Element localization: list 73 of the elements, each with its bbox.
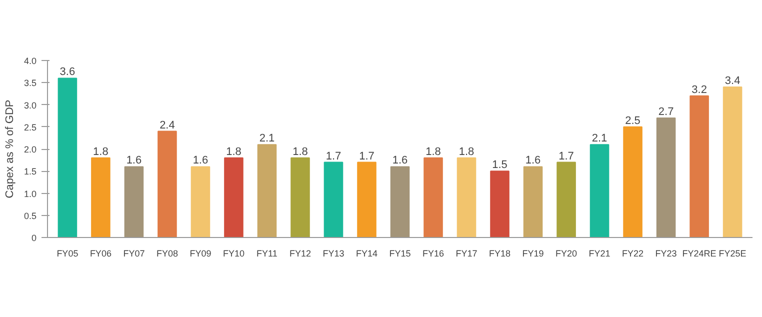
bar: [158, 130, 177, 238]
data-label: 2.1: [592, 132, 608, 145]
data-label: 1.7: [326, 150, 342, 162]
data-label: 2.1: [259, 132, 275, 145]
x-tick-label: FY16: [422, 248, 444, 258]
y-tick-label: 2.5: [24, 122, 37, 132]
data-label: 1.8: [292, 146, 308, 158]
y-tick-label: 3.0: [24, 100, 37, 110]
data-label: 2.7: [658, 106, 674, 118]
y-tick-label: 0: [31, 233, 37, 243]
bar: [523, 166, 543, 238]
data-label: 1.5: [492, 159, 508, 172]
x-tick-label: FY24RE: [682, 248, 716, 258]
x-tick-label: FY25E: [718, 248, 746, 258]
y-tick-label: 4.0: [24, 56, 37, 66]
data-label: 1.8: [458, 146, 474, 158]
y-axis-title: Capex as % of GDP: [4, 100, 16, 198]
x-tick-label: FY10: [222, 248, 244, 258]
bar: [190, 166, 210, 238]
x-tick-label: FY15: [389, 248, 411, 258]
bar: [656, 118, 676, 238]
bar: [590, 144, 610, 238]
x-tick-label: FY07: [123, 248, 145, 258]
y-tick-label: 1.5: [24, 166, 37, 177]
data-label: 3.6: [60, 66, 76, 78]
bar: [224, 157, 244, 238]
x-tick-label: FY22: [622, 248, 644, 258]
bar: [390, 166, 410, 238]
x-tick-label: FY19: [522, 248, 544, 258]
y-tick-label: 3.5: [24, 78, 37, 88]
y-tick-label: 1.0: [24, 188, 37, 199]
y-tick-label: 0.5: [24, 210, 37, 221]
data-label: 1.6: [392, 154, 408, 167]
x-tick-label: FY20: [556, 248, 578, 258]
y-tick-label: 2.0: [24, 144, 37, 154]
data-label: 1.7: [359, 150, 374, 162]
data-label: 1.8: [426, 146, 441, 158]
bar: [556, 162, 576, 238]
x-tick-label: FY06: [90, 248, 112, 258]
data-label: 3.2: [692, 84, 707, 96]
x-tick-label: FY18: [489, 248, 511, 258]
x-tick-label: FY08: [156, 248, 178, 258]
bar: [722, 86, 742, 238]
x-tick-label: FY05: [56, 248, 78, 258]
x-tick-label: FY23: [655, 248, 677, 258]
bar: [324, 162, 344, 238]
bar: [424, 157, 443, 238]
data-label: 1.8: [226, 146, 242, 158]
x-tick-label: FY14: [356, 248, 378, 258]
bar: [623, 126, 642, 238]
data-label: 1.8: [93, 146, 108, 158]
bar: [58, 78, 78, 238]
data-label: 2.5: [625, 114, 640, 127]
x-tick-label: FY17: [456, 248, 478, 258]
data-label: 1.7: [558, 150, 574, 162]
bar: [456, 157, 476, 238]
bar: [257, 144, 277, 238]
bar: [490, 170, 510, 238]
x-tick-label: FY12: [289, 248, 311, 258]
data-label: 1.6: [126, 154, 142, 167]
bar: [690, 95, 709, 238]
data-label: 1.6: [192, 154, 208, 167]
data-label: 2.4: [160, 119, 175, 132]
bar: [290, 157, 310, 238]
x-tick-label: FY09: [190, 248, 212, 258]
x-tick-label: FY21: [588, 248, 610, 258]
bar: [124, 166, 144, 238]
x-tick-label: FY11: [256, 248, 278, 258]
bar: [357, 162, 376, 238]
bar: [91, 157, 110, 238]
x-tick-label: FY13: [322, 248, 344, 258]
data-label: 3.4: [724, 75, 740, 88]
data-label: 1.6: [525, 154, 541, 167]
